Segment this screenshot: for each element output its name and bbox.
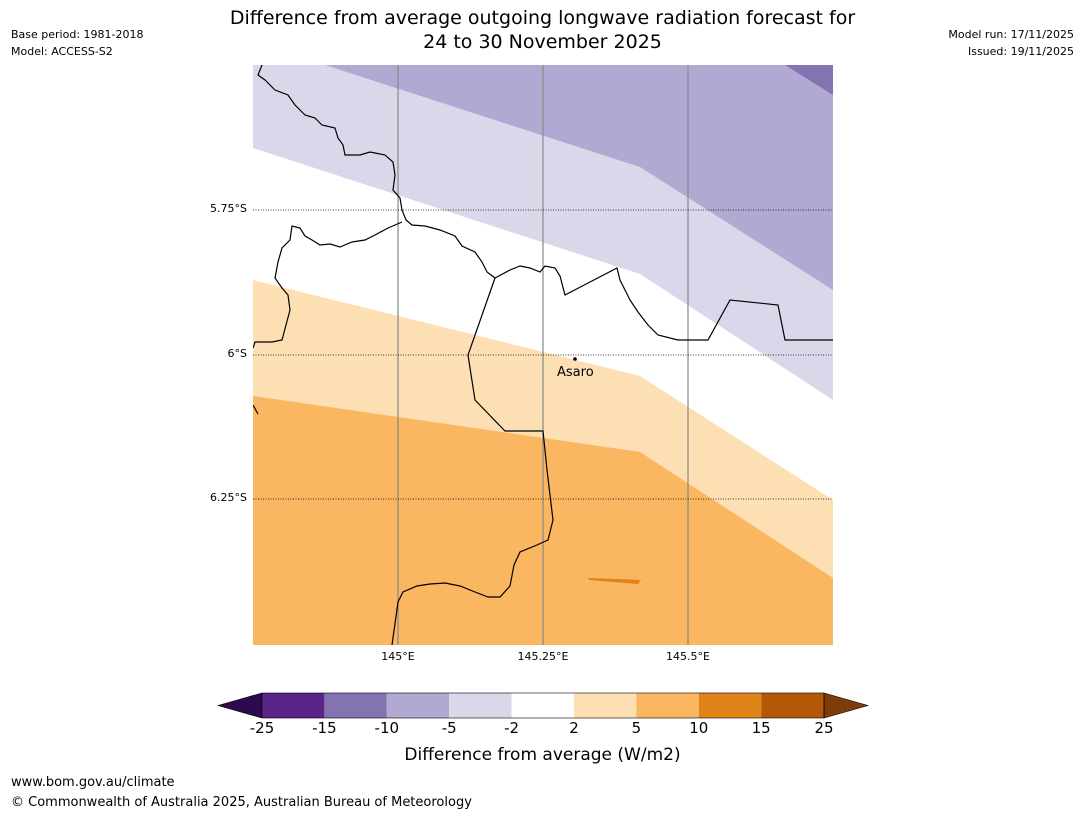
place-label-asaro: Asaro — [557, 365, 594, 380]
cb-extend-low — [216, 692, 263, 719]
asaro-marker — [573, 357, 577, 361]
map-area — [253, 65, 833, 645]
cb-seg-7 — [636, 693, 699, 718]
title-line-2: 24 to 30 November 2025 — [423, 31, 662, 53]
cb-tick: -10 — [374, 719, 400, 737]
band-minus-5-to-10 — [325, 65, 833, 290]
lat-label-6: 6°S — [227, 347, 247, 360]
cb-tick: -5 — [441, 719, 457, 737]
cb-tick: 25 — [814, 719, 834, 737]
cb-tick: 5 — [631, 719, 642, 737]
cb-seg-9 — [761, 693, 824, 718]
cb-frame — [261, 692, 825, 719]
province-boundaries — [253, 65, 833, 645]
base-period: Base period: 1981-2018 — [11, 28, 144, 41]
title-line-1: Difference from average outgoing longwav… — [229, 7, 856, 29]
meta-left: Base period: 1981-2018 Model: ACCESS-S2 — [11, 26, 143, 60]
cb-seg-6 — [574, 693, 637, 718]
latitude-gridlines — [253, 209, 833, 500]
cb-tick: -15 — [312, 719, 337, 737]
model-run: Model run: 17/11/2025 — [948, 28, 1074, 41]
cb-tick: -25 — [249, 719, 275, 737]
map-title: Difference from average outgoing longwav… — [0, 6, 1085, 54]
band-10-to-15-patch — [588, 578, 641, 584]
cb-tick: 10 — [689, 719, 709, 737]
cb-seg-5 — [511, 693, 574, 718]
cb-seg-2 — [324, 693, 387, 718]
issued-date: Issued: 19/11/2025 — [967, 45, 1074, 58]
meta-right: Model run: 17/11/2025 Issued: 19/11/2025 — [948, 26, 1074, 60]
footer-copyright: © Commonwealth of Australia 2025, Austra… — [11, 795, 472, 810]
lat-label-5-75: 5.75°S — [210, 202, 247, 215]
cb-extend-high — [823, 692, 870, 719]
colorbar — [216, 692, 870, 719]
footer-url[interactable]: www.bom.gov.au/climate — [11, 775, 175, 790]
lat-label-6-25: 6.25°S — [210, 491, 247, 504]
cb-seg-4 — [449, 693, 512, 718]
cb-seg-3 — [386, 693, 450, 718]
cb-tick: -2 — [504, 719, 520, 737]
colorbar-label: Difference from average (W/m2) — [404, 745, 681, 765]
cb-seg-1 — [262, 693, 325, 718]
cb-tick: 15 — [751, 719, 771, 737]
model-name: Model: ACCESS-S2 — [11, 45, 113, 58]
band-minus-10-to-15 — [785, 65, 833, 95]
lon-label-145: 145°E — [381, 650, 415, 663]
lon-label-145-5: 145.5°E — [666, 650, 710, 663]
cb-tick: 2 — [569, 719, 579, 737]
lon-label-145-25: 145.25°E — [517, 650, 569, 663]
cb-seg-8 — [698, 693, 762, 718]
